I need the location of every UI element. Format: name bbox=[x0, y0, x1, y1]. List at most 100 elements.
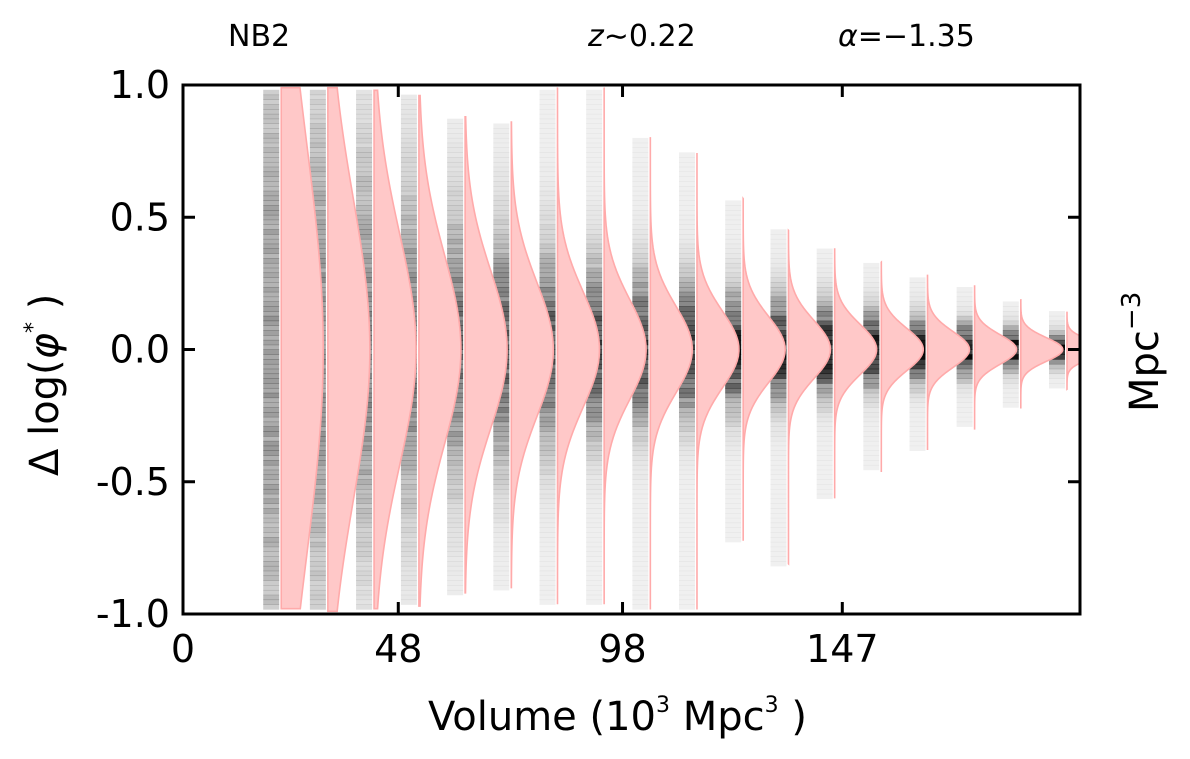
density-cell bbox=[678, 508, 695, 514]
density-cell bbox=[263, 161, 280, 168]
density-cell bbox=[678, 320, 695, 326]
density-cell bbox=[263, 368, 280, 375]
density-cell bbox=[770, 450, 787, 456]
density-cell bbox=[632, 243, 649, 250]
density-cell bbox=[447, 532, 464, 538]
density-cell bbox=[678, 450, 695, 456]
density-cell bbox=[770, 277, 787, 283]
density-cell bbox=[909, 320, 926, 326]
density-cell bbox=[586, 99, 603, 105]
density-cell bbox=[956, 412, 973, 418]
density-cell bbox=[539, 527, 556, 533]
density-cell bbox=[678, 229, 695, 235]
density-cell bbox=[816, 291, 833, 298]
density-cell bbox=[356, 455, 373, 461]
density-cell bbox=[356, 498, 373, 504]
density-cell bbox=[356, 99, 373, 105]
density-cell bbox=[770, 445, 787, 451]
density-cell bbox=[356, 503, 373, 509]
density-cell bbox=[539, 561, 556, 567]
density-cell bbox=[586, 546, 603, 552]
density-cell bbox=[263, 493, 280, 500]
density-cell bbox=[400, 258, 417, 264]
density-cell bbox=[1002, 368, 1019, 375]
density-cell bbox=[816, 262, 833, 269]
density-cell bbox=[678, 176, 695, 182]
x-tick-label: 98 bbox=[598, 627, 646, 671]
density-cell bbox=[1002, 330, 1019, 336]
density-cell bbox=[356, 570, 373, 577]
density-cell bbox=[956, 402, 973, 408]
density-cell bbox=[863, 464, 880, 471]
density-cell bbox=[309, 229, 326, 235]
density-cell bbox=[309, 219, 326, 225]
kde-curve bbox=[464, 115, 508, 594]
density-cell bbox=[356, 190, 373, 197]
density-cell bbox=[493, 181, 510, 187]
density-cell bbox=[263, 142, 280, 149]
density-cell bbox=[539, 195, 556, 201]
density-cell bbox=[263, 402, 280, 408]
density-cell bbox=[725, 253, 742, 259]
density-unit-label: Mpc−3 bbox=[1117, 292, 1168, 412]
density-cell bbox=[493, 498, 510, 504]
density-cell bbox=[863, 286, 880, 293]
density-cell bbox=[493, 190, 510, 197]
density-cell bbox=[586, 551, 603, 557]
density-cell bbox=[586, 556, 603, 562]
density-cell bbox=[539, 416, 556, 423]
density-cell bbox=[263, 469, 280, 476]
density-cell bbox=[632, 397, 649, 403]
density-cell bbox=[539, 397, 556, 403]
density-cell bbox=[356, 94, 373, 100]
density-cell bbox=[863, 412, 880, 418]
density-cell bbox=[770, 513, 787, 519]
density-cell bbox=[632, 166, 649, 173]
density-cell bbox=[539, 296, 556, 302]
density-cell bbox=[678, 387, 695, 394]
density-cell bbox=[632, 436, 649, 442]
density-cell bbox=[263, 604, 280, 610]
density-cell bbox=[263, 214, 280, 221]
density-cell bbox=[493, 210, 510, 216]
density-cell bbox=[816, 277, 833, 283]
density-cell bbox=[356, 157, 373, 163]
kde-curve bbox=[373, 89, 417, 610]
density-cell bbox=[539, 243, 556, 250]
density-cell bbox=[725, 238, 742, 245]
density-cell bbox=[816, 488, 833, 495]
density-cell bbox=[632, 378, 649, 384]
density-cell bbox=[956, 421, 973, 427]
density-cell bbox=[400, 426, 417, 432]
density-cell bbox=[263, 104, 280, 110]
density-cell bbox=[263, 224, 280, 230]
density-cell bbox=[632, 301, 649, 307]
density-cell bbox=[539, 214, 556, 221]
density-cell bbox=[632, 392, 649, 399]
density-cell bbox=[863, 402, 880, 408]
density-cell bbox=[447, 214, 464, 221]
density-cell bbox=[539, 517, 556, 524]
density-cell bbox=[1002, 363, 1019, 370]
density-cell bbox=[863, 431, 880, 437]
density-cell bbox=[725, 277, 742, 283]
density-cell bbox=[586, 387, 603, 394]
density-cell bbox=[493, 214, 510, 221]
density-cell bbox=[493, 508, 510, 514]
density-cell bbox=[909, 402, 926, 408]
density-cell bbox=[770, 311, 787, 317]
density-cell bbox=[263, 166, 280, 173]
density-cell bbox=[447, 431, 464, 437]
density-cell bbox=[863, 296, 880, 302]
density-cell bbox=[447, 508, 464, 514]
density-cell bbox=[678, 541, 695, 548]
density-cell bbox=[770, 373, 787, 379]
density-cell bbox=[356, 123, 373, 129]
density-cell bbox=[816, 301, 833, 307]
density-cell bbox=[816, 460, 833, 466]
density-cell bbox=[356, 532, 373, 538]
density-cell bbox=[356, 137, 373, 144]
density-cell bbox=[263, 580, 280, 586]
density-cell bbox=[678, 412, 695, 418]
density-cell bbox=[493, 142, 510, 149]
